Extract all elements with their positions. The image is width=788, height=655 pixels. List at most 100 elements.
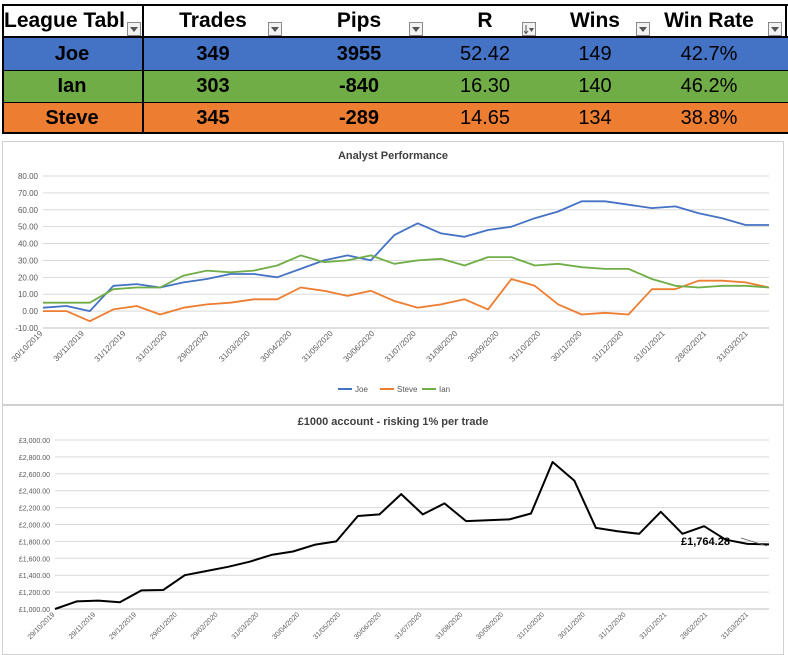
x-tick-label: 31/03/2021 (715, 329, 750, 364)
row-r[interactable]: 16.30 (459, 75, 511, 97)
x-tick-label: 30/11/2020 (549, 329, 584, 364)
x-tick-label: 29/02/2020 (190, 611, 220, 641)
chevron-down-icon (130, 26, 138, 32)
account-balance-chart[interactable]: £1000 account - risking 1% per trade £3,… (2, 405, 784, 655)
y-tick-label: £2,800.00 (19, 455, 50, 462)
table-border (2, 4, 788, 6)
x-tick-label: 31/12/2019 (93, 329, 128, 364)
row-r[interactable]: 14.65 (459, 106, 511, 129)
x-tick-label: 30/09/2020 (466, 329, 501, 364)
filter-dropdown-pips[interactable] (409, 22, 423, 36)
x-tick-label: 30/09/2020 (475, 611, 505, 641)
x-tick-label: 30/06/2020 (353, 611, 383, 641)
row-pips[interactable]: 3955 (336, 42, 382, 65)
table-row-steve: Steve 345 -289 14.65 134 38.8% (2, 103, 788, 133)
chevron-down-icon (412, 26, 420, 32)
annotation-leader-line (740, 537, 768, 547)
y-tick-label: £2,200.00 (19, 506, 50, 513)
y-tick-label: £1,800.00 (19, 539, 50, 546)
y-tick-label: 40.00 (18, 240, 39, 249)
x-tick-label: 30/04/2020 (271, 611, 301, 641)
x-tick-label: 31/07/2020 (394, 611, 424, 641)
row-pips[interactable]: -840 (338, 75, 380, 97)
table-row-joe: Joe 349 3955 52.42 149 42.7% (2, 38, 788, 70)
y-tick-label: £1,200.00 (19, 590, 50, 597)
chevron-down-icon (639, 26, 647, 32)
chart-title: Analyst Performance (337, 150, 449, 162)
sort-dropdown-r[interactable] (522, 22, 536, 36)
table-border (2, 70, 788, 71)
header-league-table: League Tabl (4, 9, 125, 32)
x-tick-label: 30/10/2019 (10, 329, 45, 364)
x-tick-label: 28/02/2021 (679, 611, 709, 641)
x-tick-label: 31/07/2020 (383, 329, 418, 364)
series-line-ian (43, 254, 770, 304)
y-tick-label: 60.00 (18, 206, 39, 215)
y-tick-label: £1,600.00 (19, 556, 50, 563)
filter-dropdown-league[interactable] (127, 22, 141, 36)
y-tick-label: 20.00 (18, 273, 39, 282)
final-balance-label: £1,764.28 (681, 536, 730, 548)
x-tick-label: 30/04/2020 (259, 329, 294, 364)
filter-dropdown-trades[interactable] (268, 22, 282, 36)
filter-dropdown-wins[interactable] (636, 22, 650, 36)
row-r[interactable]: 52.42 (459, 42, 511, 65)
x-tick-label: 31/05/2020 (312, 611, 342, 641)
row-wins[interactable]: 149 (578, 42, 612, 65)
x-tick-label: 29/10/2019 (27, 611, 57, 641)
x-tick-label: 29/02/2020 (176, 329, 211, 364)
table-border (142, 4, 144, 134)
analyst-performance-chart[interactable]: Analyst Performance 80.00 70.00 60.00 50.00… (2, 141, 784, 405)
row-win-rate[interactable]: 42.7% (680, 42, 738, 65)
row-wins[interactable]: 134 (578, 106, 612, 129)
x-tick-label: 31/03/2020 (231, 611, 261, 641)
row-wins[interactable]: 140 (578, 75, 612, 97)
row-trades[interactable]: 303 (196, 75, 230, 97)
table-border (2, 36, 788, 38)
y-tick-label: £2,000.00 (19, 523, 50, 530)
table-border (2, 4, 4, 134)
table-border (2, 102, 788, 103)
x-tick-label: 31/03/2020 (217, 329, 252, 364)
chevron-down-icon (271, 26, 279, 32)
y-tick-label: 10.00 (18, 290, 39, 299)
header-r: R (477, 9, 493, 32)
series-line-balance (54, 461, 770, 610)
y-tick-label: £1,400.00 (19, 573, 50, 580)
x-tick-label: 30/11/2020 (557, 611, 586, 640)
x-tick-label: 31/12/2020 (598, 611, 628, 641)
x-tick-label: 30/06/2020 (342, 329, 377, 364)
x-tick-label: 31/08/2020 (435, 611, 465, 641)
header-wins: Wins (570, 9, 620, 32)
y-tick-label: £2,400.00 (19, 489, 50, 496)
account-balance-plot: £3,000.00 £2,800.00 £2,600.00 £2,400.00 £2,2… (19, 438, 770, 641)
row-name[interactable]: Steve (45, 106, 99, 129)
y-tick-label: 70.00 (18, 189, 39, 198)
y-tick-label: 0.00 (22, 307, 38, 316)
x-tick-label: 31/03/2021 (720, 611, 750, 641)
x-tick-label: 31/10/2020 (516, 611, 546, 641)
header-trades: Trades (179, 9, 247, 32)
row-win-rate[interactable]: 46.2% (680, 75, 738, 97)
x-tick-label: 31/01/2021 (639, 611, 669, 641)
sort-descending-icon (524, 24, 534, 34)
y-tick-label: £3,000.00 (19, 438, 50, 445)
header-win-rate: Win Rate (664, 9, 754, 32)
league-table: League Tabl Trades Pips R Wins Win Rate … (0, 0, 788, 134)
row-name[interactable]: Joe (54, 42, 90, 65)
x-tick-label: 30/11/2019 (52, 329, 87, 364)
y-tick-label: £2,600.00 (19, 472, 50, 479)
table-row-ian: Ian 303 -840 16.30 140 46.2% (2, 71, 788, 102)
row-trades[interactable]: 345 (196, 106, 230, 129)
filter-dropdown-win-rate[interactable] (768, 22, 782, 36)
x-tick-label: 29/01/2020 (149, 611, 179, 641)
y-tick-label: -10.00 (15, 324, 38, 333)
row-win-rate[interactable]: 38.8% (680, 106, 738, 129)
y-tick-label: £1,000.00 (19, 607, 50, 614)
row-pips[interactable]: -289 (338, 106, 380, 129)
legend-label-joe: Joe (355, 385, 368, 394)
analyst-performance-plot: 80.00 70.00 60.00 50.00 40.00 30.00 20.00 10.00… (10, 172, 770, 394)
row-trades[interactable]: 349 (196, 42, 230, 65)
row-name[interactable]: Ian (57, 75, 87, 97)
